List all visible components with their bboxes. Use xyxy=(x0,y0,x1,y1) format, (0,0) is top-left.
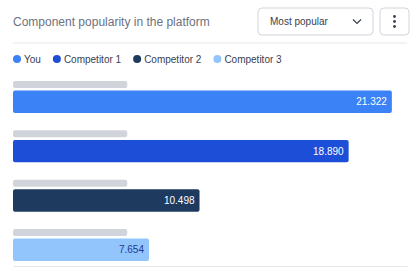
menu-box[interactable] xyxy=(380,8,409,35)
bar xyxy=(13,91,392,113)
x-axis xyxy=(14,266,408,267)
menu-button[interactable] xyxy=(380,8,409,35)
data-label: 21.322 xyxy=(356,96,387,107)
label-placeholder xyxy=(13,229,127,236)
dropdown-label[interactable]: Most popular xyxy=(270,16,328,27)
divider xyxy=(13,43,407,44)
legend-marker xyxy=(13,55,21,63)
data-label: 7.654 xyxy=(119,244,144,255)
menu-dot[interactable] xyxy=(393,20,396,23)
data-labels: 21.322 18.890 10.498 7.654 xyxy=(119,96,387,255)
menu-dot[interactable] xyxy=(393,15,396,18)
chart: Component popularity in the platform Most… xyxy=(0,0,420,280)
legend-label: Competitor 1 xyxy=(64,54,122,65)
menu-dot[interactable] xyxy=(393,25,396,28)
label-placeholder xyxy=(13,130,127,137)
title: Component popularity in the platform xyxy=(13,15,210,29)
bars xyxy=(13,81,392,261)
legend-item: Competitor 1 xyxy=(53,54,122,65)
dropdown[interactable]: Most popular xyxy=(258,8,373,35)
data-label: 18.890 xyxy=(313,146,344,157)
label-placeholder xyxy=(13,180,127,187)
bar xyxy=(13,140,349,162)
dropdown-chevron[interactable] xyxy=(353,20,361,24)
x-axis-line xyxy=(14,266,408,267)
legend-item: You xyxy=(13,54,41,65)
legend-marker xyxy=(133,55,141,63)
legend-marker xyxy=(213,55,221,63)
label-placeholder xyxy=(13,81,127,88)
bar xyxy=(13,239,149,261)
dropdown-box[interactable] xyxy=(258,8,373,35)
data-label: 10.498 xyxy=(164,195,195,206)
bar xyxy=(13,189,200,211)
legend-label: You xyxy=(24,54,41,65)
legend-item: Competitor 2 xyxy=(133,54,202,65)
legend-label: Competitor 2 xyxy=(144,54,202,65)
legend-item: Competitor 3 xyxy=(213,54,282,65)
legend-marker xyxy=(53,55,61,63)
legend-label: Competitor 3 xyxy=(224,54,282,65)
legend: You Competitor 1 Competitor 2 Competitor 3 xyxy=(13,54,282,65)
